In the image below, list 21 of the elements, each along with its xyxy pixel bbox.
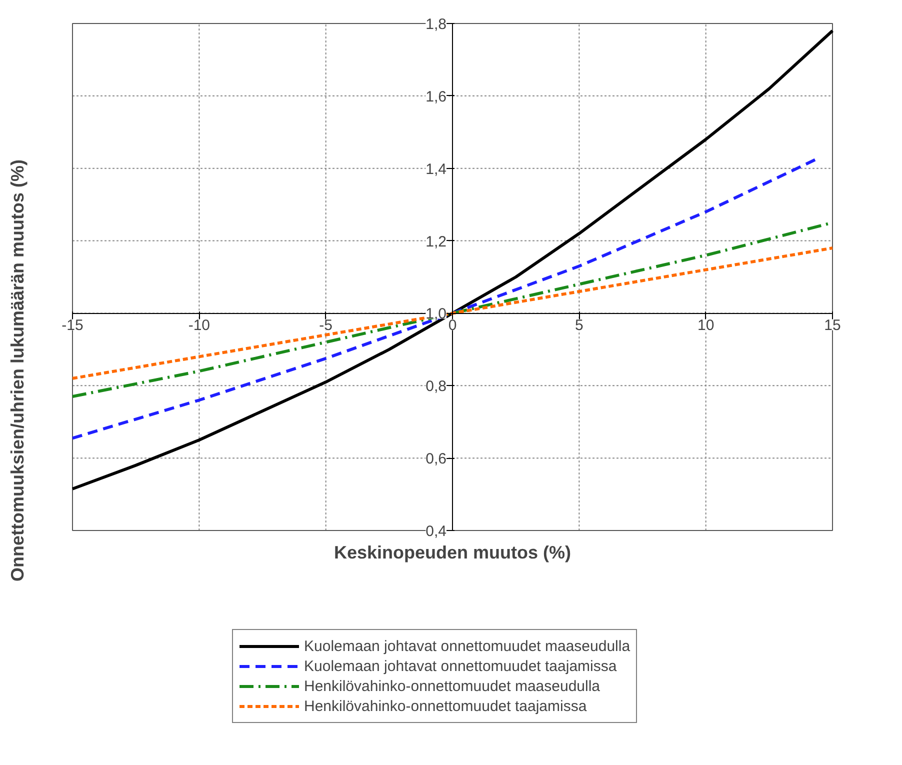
legend-label: Kuolemaan johtavat onnettomuudet maaseudulla [304, 638, 630, 654]
y-tick-label: 0,8 [426, 378, 447, 396]
y-tick-label: 0,6 [426, 450, 447, 468]
legend-label: Kuolemaan johtavat onnettomuudet taajamissa [304, 658, 617, 674]
y-tick-label: 0,4 [426, 523, 447, 540]
legend-label: Henkilövahinko-onnettomuudet taajamissa [304, 698, 587, 714]
x-tick-label: -5 [319, 317, 333, 334]
x-axis-title: Keskinopeuden muutos (%) [334, 542, 572, 562]
x-tick-label: 0 [448, 317, 457, 334]
y-tick-label: 1,0 [426, 306, 447, 323]
x-tick-label: 10 [697, 317, 714, 334]
x-tick-label: -15 [62, 317, 84, 334]
y-tick-label: 1,4 [426, 160, 447, 178]
x-tick-label: -10 [188, 317, 210, 334]
legend-label: Henkilövahinko-onnettomuudet maaseudulla [304, 678, 600, 694]
y-axis-title: Onnettomuuksien/uhrien lukumäärän muutos (%) [8, 159, 28, 582]
y-tick-label: 1,2 [426, 233, 447, 250]
x-tick-label: 5 [574, 317, 584, 334]
x-tick-label: 15 [824, 317, 841, 334]
y-tick-label: 1,8 [426, 16, 447, 33]
y-tick-label: 1,6 [426, 88, 447, 106]
